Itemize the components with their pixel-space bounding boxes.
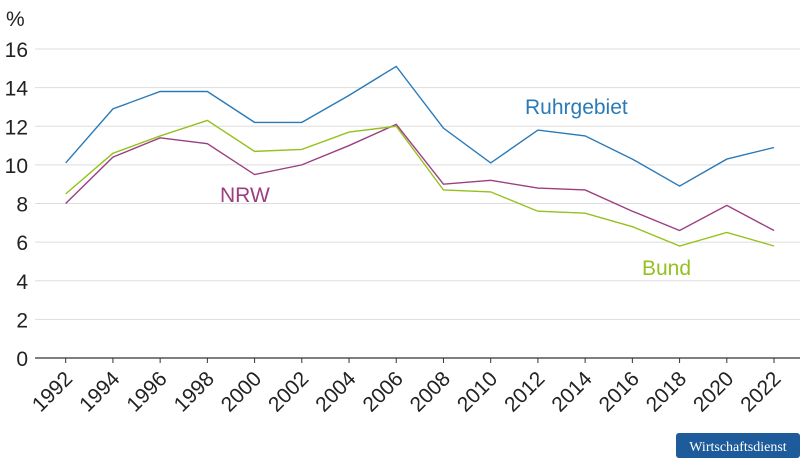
credit-badge [676, 433, 800, 458]
series-label: Ruhrgebiet [525, 96, 628, 119]
y-tick-label: 2 [16, 309, 28, 332]
x-tick-label: 2014 [547, 367, 597, 417]
x-tick-label: 1992 [28, 367, 77, 416]
x-tick-label: 2004 [311, 367, 361, 417]
line-series [65, 119, 775, 247]
x-tick-label: 1994 [75, 367, 125, 417]
y-tick-label: 4 [16, 271, 28, 294]
credit: Wirtschaftsdienst [689, 440, 787, 455]
y-axis-label: % [6, 8, 25, 31]
x-tick-label: 2002 [264, 367, 313, 416]
x-tick-label: 2022 [736, 367, 785, 416]
x-tick-label: 2020 [689, 367, 738, 416]
y-tick-label: 14 [5, 78, 29, 101]
x-tick-label: 2006 [358, 367, 407, 416]
x-tick-label: 2016 [595, 367, 644, 416]
line-series [65, 65, 775, 187]
y-tick-label: 8 [16, 194, 28, 217]
y-tick-label: 16 [5, 39, 28, 62]
x-tick-label: 2018 [642, 367, 691, 416]
y-tick-label: 0 [16, 348, 28, 371]
y-tick-label: 6 [16, 232, 28, 255]
y-tick-label: 12 [5, 116, 28, 139]
x-tick-label: 1998 [170, 367, 219, 416]
x-tick-label: 2008 [406, 367, 455, 416]
x-tick-label: 2012 [500, 367, 549, 416]
x-tick-label: 1996 [122, 367, 171, 416]
series-label: NRW [220, 184, 270, 207]
x-tick-label: 2000 [217, 367, 266, 416]
series-label: Bund [642, 257, 691, 280]
y-tick-label: 10 [5, 155, 28, 178]
x-tick-label: 2010 [453, 367, 502, 416]
line-series [65, 123, 775, 232]
